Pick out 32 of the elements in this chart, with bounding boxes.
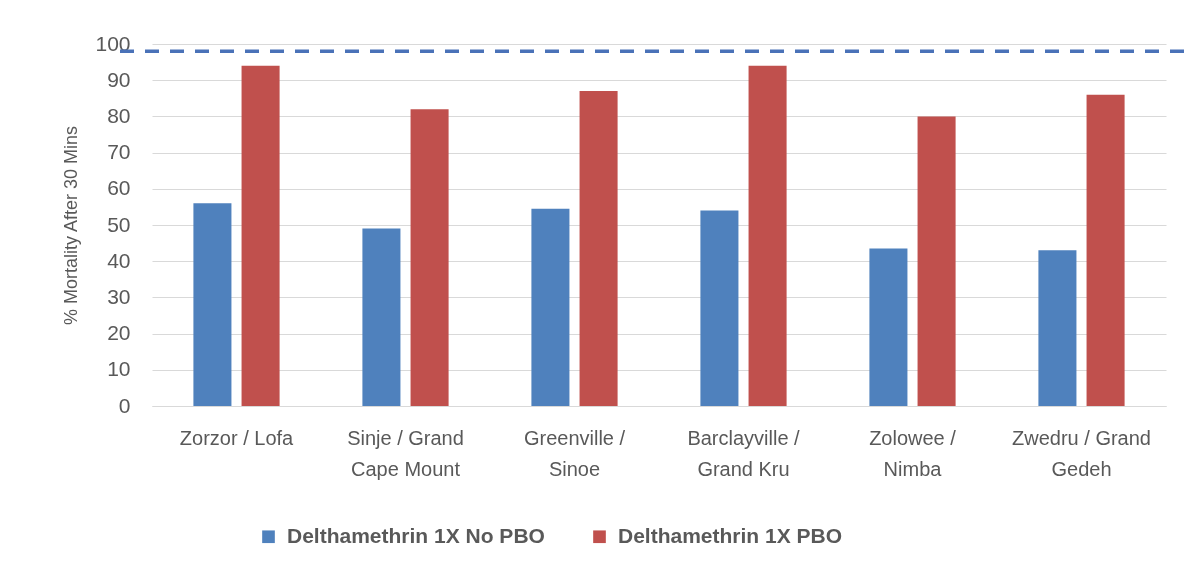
legend-label: Delthamethrin 1X No PBO [287,523,545,547]
y-tick-label: 60 [107,176,131,200]
x-tick-label: Zolowee / Nimba [869,426,957,480]
bar [193,203,232,406]
bar [869,248,908,406]
legend-label: Delthamethrin 1X PBO [618,523,843,547]
y-tick-label: 0 [118,393,131,417]
y-tick-label: 70 [107,140,131,164]
bar [1086,94,1125,406]
y-tick-label: 90 [107,67,131,91]
y-axis-title: % Mortality After 30 Mins [61,125,82,326]
bar [700,210,739,406]
x-tick-label: Zorzor / Lofa [179,426,295,449]
bar [241,65,280,406]
x-tick-label: Zwedru / Grand Gedeh [1012,426,1151,480]
bar [531,208,570,406]
x-tick-label: Barclayville / Grand Kru [687,426,801,480]
x-tick-label: Sinje / Grand Cape Mount [347,426,464,480]
y-tick-label: 100 [95,31,131,55]
bar [362,228,401,406]
y-tick-label: 50 [107,212,131,236]
bar [917,116,956,406]
y-tick-label: 40 [107,248,131,272]
y-tick-label: 20 [107,321,131,345]
y-tick-label: 30 [107,284,131,308]
bar [410,109,449,406]
y-tick-label: 10 [107,357,131,381]
bar [1038,250,1077,406]
bar [579,91,618,406]
x-tick-label: Greenville / Sinoe [523,426,626,480]
y-tick-label: 80 [107,103,131,127]
bar [748,65,787,406]
